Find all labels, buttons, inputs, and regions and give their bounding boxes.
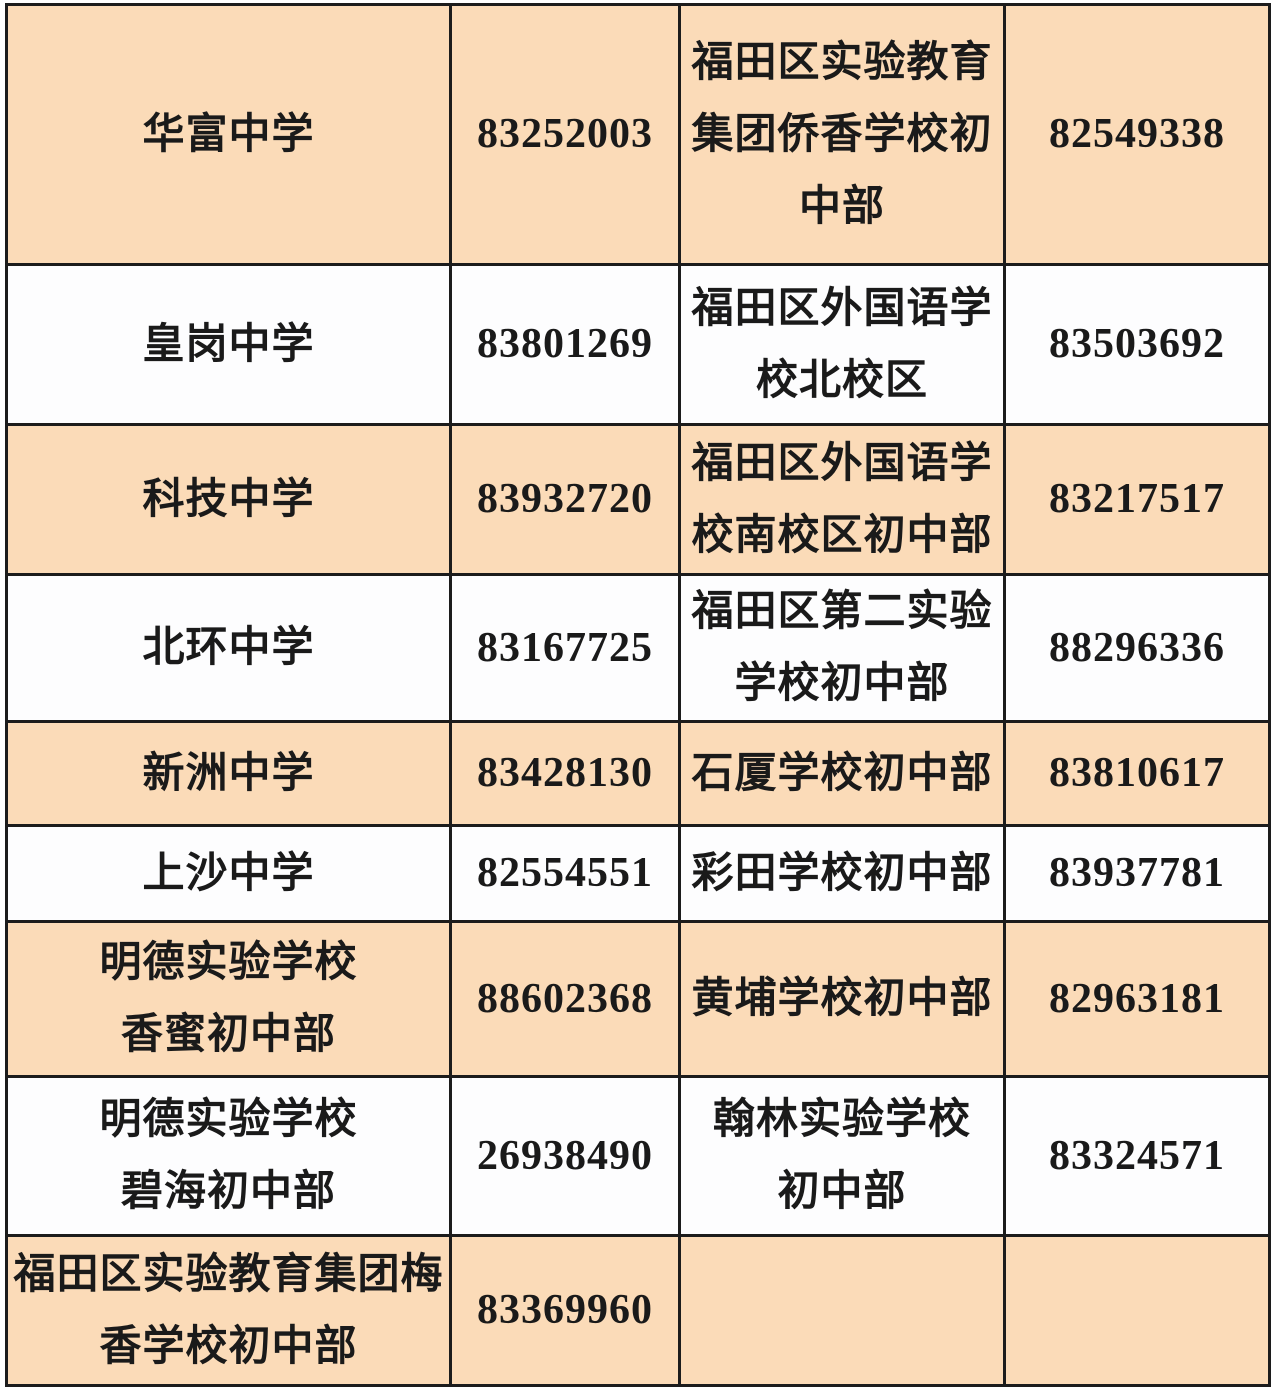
school-name-cell: 明德实验学校 香蜜初中部 (5, 920, 452, 1078)
phone-number-cell: 83252003 (449, 3, 681, 266)
school-name-cell: 北环中学 (5, 573, 452, 723)
phone-number-cell: 83937781 (1003, 824, 1271, 923)
phone-number-cell: 88296336 (1003, 573, 1271, 723)
school-name-cell: 彩田学校初中部 (678, 824, 1006, 923)
school-name-cell: 黄埔学校初中部 (678, 920, 1006, 1078)
school-phone-table-body: 华富中学 83252003 福田区实验教育 集团侨香学校初 中部 82549338 皇岗… (5, 3, 1271, 1387)
phone-number-cell: 83932720 (449, 423, 681, 576)
school-name-cell (678, 1234, 1006, 1387)
school-name-cell: 福田区外国语学 校北校区 (678, 263, 1006, 426)
school-name-cell: 福田区外国语学 校南校区初中部 (678, 423, 1006, 576)
phone-number-cell: 83428130 (449, 720, 681, 827)
phone-number-cell: 83503692 (1003, 263, 1271, 426)
phone-number-cell: 83167725 (449, 573, 681, 723)
phone-number-cell: 88602368 (449, 920, 681, 1078)
phone-number-cell: 83801269 (449, 263, 681, 426)
table-row: 明德实验学校 香蜜初中部 88602368 黄埔学校初中部 82963181 (5, 920, 1271, 1078)
table-row: 皇岗中学 83801269 福田区外国语学 校北校区 83503692 (5, 263, 1271, 426)
phone-number-cell: 83217517 (1003, 423, 1271, 576)
phone-number-cell: 82554551 (449, 824, 681, 923)
table-row: 华富中学 83252003 福田区实验教育 集团侨香学校初 中部 82549338 (5, 3, 1271, 266)
school-name-cell: 翰林实验学校 初中部 (678, 1075, 1006, 1237)
phone-number-cell: 82549338 (1003, 3, 1271, 266)
school-name-cell: 皇岗中学 (5, 263, 452, 426)
phone-number-cell: 83324571 (1003, 1075, 1271, 1237)
school-name-cell: 福田区第二实验 学校初中部 (678, 573, 1006, 723)
school-phone-table: 华富中学 83252003 福田区实验教育 集团侨香学校初 中部 82549338 皇岗… (5, 3, 1271, 1387)
table-row: 北环中学 83167725 福田区第二实验 学校初中部 88296336 (5, 573, 1271, 723)
school-name-cell: 石厦学校初中部 (678, 720, 1006, 827)
school-name-cell: 福田区实验教育集团梅 香学校初中部 (5, 1234, 452, 1387)
table-row: 科技中学 83932720 福田区外国语学 校南校区初中部 83217517 (5, 423, 1271, 576)
table-row: 新洲中学 83428130 石厦学校初中部 83810617 (5, 720, 1271, 827)
school-name-cell: 科技中学 (5, 423, 452, 576)
table-row: 福田区实验教育集团梅 香学校初中部 83369960 (5, 1234, 1271, 1387)
school-name-cell: 明德实验学校 碧海初中部 (5, 1075, 452, 1237)
table-row: 上沙中学 82554551 彩田学校初中部 83937781 (5, 824, 1271, 923)
phone-number-cell: 82963181 (1003, 920, 1271, 1078)
phone-number-cell (1003, 1234, 1271, 1387)
phone-number-cell: 83369960 (449, 1234, 681, 1387)
school-name-cell: 华富中学 (5, 3, 452, 266)
table-row: 明德实验学校 碧海初中部 26938490 翰林实验学校 初中部 83324571 (5, 1075, 1271, 1237)
school-name-cell: 上沙中学 (5, 824, 452, 923)
phone-number-cell: 26938490 (449, 1075, 681, 1237)
school-name-cell: 福田区实验教育 集团侨香学校初 中部 (678, 3, 1006, 266)
phone-number-cell: 83810617 (1003, 720, 1271, 827)
school-name-cell: 新洲中学 (5, 720, 452, 827)
